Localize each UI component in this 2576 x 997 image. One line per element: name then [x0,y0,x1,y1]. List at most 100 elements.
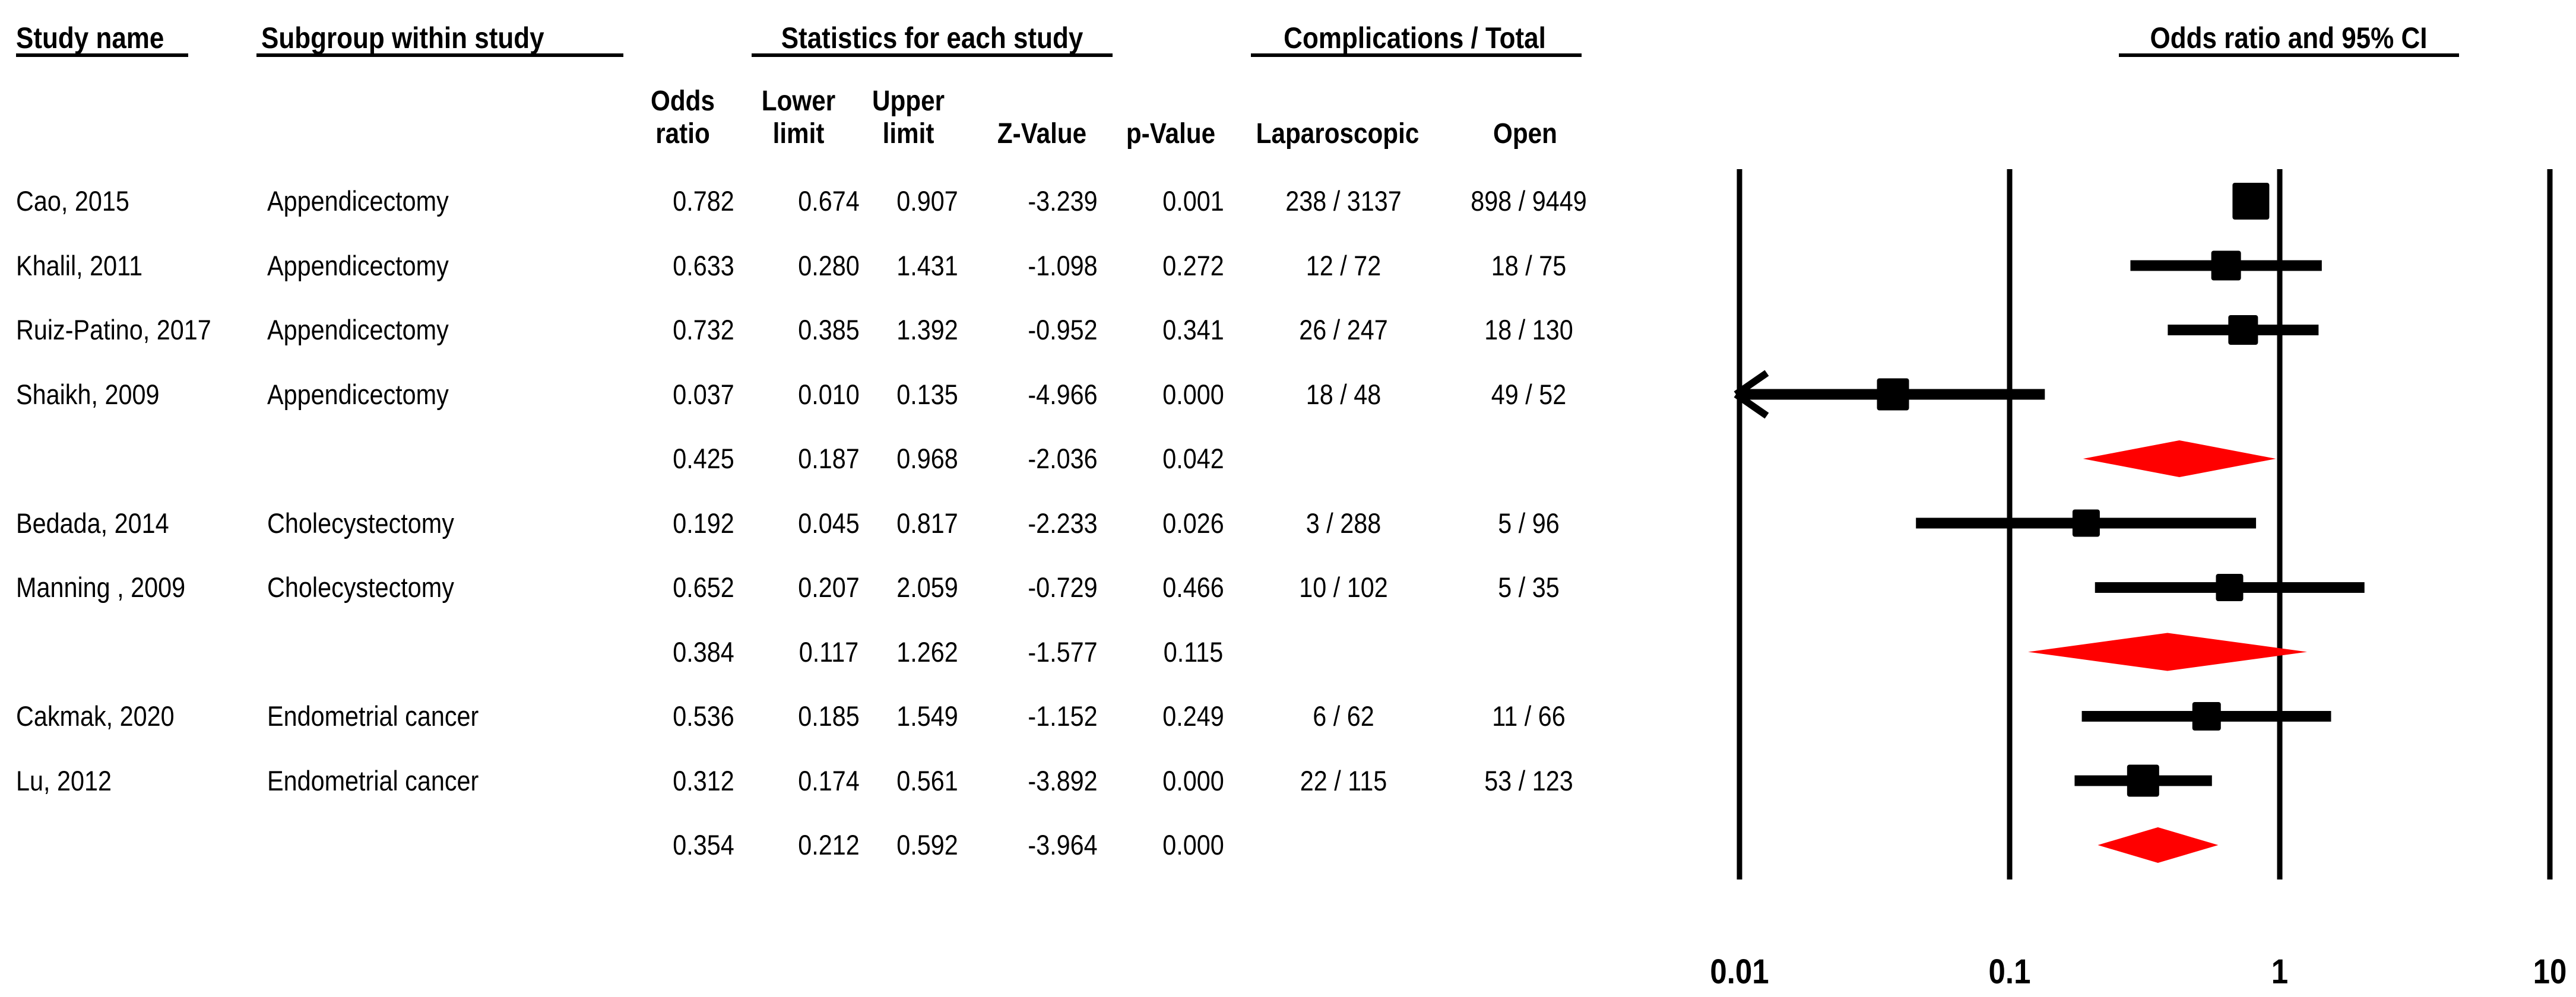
or-point-square [2127,764,2159,797]
cell-or: 0.782 [673,185,734,217]
cell-p: 0.000 [1162,378,1224,410]
axis-tick-label: 0.01 [1710,952,1769,991]
cell-p: 0.026 [1162,507,1224,539]
cell-laparoscopic: 3 / 288 [1306,507,1382,539]
cell-z: -2.233 [1028,507,1098,539]
cell-or: 0.354 [673,829,734,861]
cell-lower: 0.010 [798,378,860,410]
cell-upper: 1.549 [896,700,958,732]
header-z-value: Z-Value [997,118,1087,150]
cell-study: Cakmak, 2020 [16,700,175,732]
cell-study: Shaikh, 2009 [16,378,160,410]
cell-p: 0.466 [1162,571,1224,603]
header-p-value: p-Value [1126,118,1216,150]
cell-p: 0.115 [1163,636,1224,668]
cell-study: Ruiz-Patino, 2017 [16,314,211,345]
cell-laparoscopic: 10 / 102 [1299,571,1388,603]
cell-lower: 0.187 [798,443,860,474]
cell-or: 0.312 [673,764,734,796]
cell-open: 18 / 75 [1491,249,1567,281]
cell-laparoscopic: 6 / 62 [1313,700,1374,732]
cell-or: 0.652 [673,571,734,603]
cell-p: 0.000 [1162,764,1224,796]
axis-tick-label: 1 [2271,952,2289,991]
left-arrow-icon [1734,370,1769,398]
cell-lower: 0.280 [798,249,860,281]
cell-z: -0.952 [1028,314,1098,345]
cell-or: 0.633 [673,249,734,281]
header-odds-ratio: Odds ratio [651,85,715,150]
cell-lower: 0.045 [798,507,860,539]
cell-subgroup: Appendicectomy [267,378,449,410]
axis-tick-label: 0.1 [1988,952,2031,991]
cell-or: 0.536 [673,700,734,732]
cell-subgroup: Cholecystectomy [267,571,454,603]
header-laparoscopic: Laparoscopic [1256,118,1420,150]
or-point-square [2072,509,2100,537]
cell-p: 0.001 [1162,185,1224,217]
cell-lower: 0.117 [799,636,859,668]
cell-upper: 0.907 [896,185,958,217]
cell-or: 0.425 [673,443,734,474]
cell-subgroup: Appendicectomy [267,314,449,345]
cell-study: Manning , 2009 [16,571,186,603]
cell-upper: 0.561 [896,764,958,796]
cell-open: 5 / 35 [1498,571,1560,603]
cell-z: -1.152 [1028,700,1098,732]
overall-summary-diamond [2097,827,2219,863]
header-complications-group: Complications / Total [1284,21,1546,55]
cell-laparoscopic: 26 / 247 [1299,314,1388,345]
cell-upper: 0.968 [896,443,958,474]
left-arrow-icon [1734,391,1769,419]
subtotal-summary-diamond [2083,440,2276,477]
underline-study-name [16,53,188,57]
cell-subgroup: Appendicectomy [267,185,449,217]
cell-lower: 0.185 [798,700,860,732]
cell-subgroup: Cholecystectomy [267,507,454,539]
cell-or: 0.384 [673,636,734,668]
header-study-name: Study name [16,21,164,55]
cell-lower: 0.207 [798,571,860,603]
header-statistics-group: Statistics for each study [781,21,1083,55]
subtotal-summary-diamond [2028,633,2307,671]
cell-subgroup: Endometrial cancer [267,764,479,796]
cell-upper: 1.392 [896,314,958,345]
cell-upper: 2.059 [896,571,958,603]
cell-study: Khalil, 2011 [16,249,143,281]
cell-or: 0.037 [673,378,734,410]
header-lower-limit: Lower limit [761,85,836,150]
header-subgroup: Subgroup within study [261,21,544,55]
cell-open: 5 / 96 [1498,507,1560,539]
cell-lower: 0.385 [798,314,860,345]
cell-lower: 0.674 [798,185,860,217]
cell-upper: 0.817 [896,507,958,539]
cell-z: -3.239 [1028,185,1098,217]
cell-upper: 1.431 [896,249,958,281]
cell-study: Lu, 2012 [16,764,112,796]
cell-p: 0.341 [1162,314,1224,345]
cell-z: -0.729 [1028,571,1098,603]
cell-laparoscopic: 18 / 48 [1306,378,1382,410]
cell-open: 49 / 52 [1491,378,1567,410]
cell-upper: 0.135 [896,378,958,410]
cell-z: -2.036 [1028,443,1098,474]
cell-open: 898 / 9449 [1471,185,1587,217]
or-point-square [2232,183,2270,220]
cell-study: Cao, 2015 [16,185,129,217]
header-open: Open [1493,118,1557,150]
cell-p: 0.042 [1162,443,1224,474]
cell-z: -1.098 [1028,249,1098,281]
or-point-square [2216,574,2244,601]
cell-or: 0.732 [673,314,734,345]
cell-z: -3.892 [1028,764,1098,796]
or-point-square [2228,315,2258,345]
cell-upper: 1.262 [896,636,958,668]
cell-laparoscopic: 22 / 115 [1300,764,1387,796]
underline-statistics [752,53,1113,57]
cell-p: 0.272 [1162,249,1224,281]
cell-upper: 0.592 [896,829,958,861]
cell-open: 11 / 66 [1492,700,1566,732]
cell-p: 0.249 [1162,700,1224,732]
